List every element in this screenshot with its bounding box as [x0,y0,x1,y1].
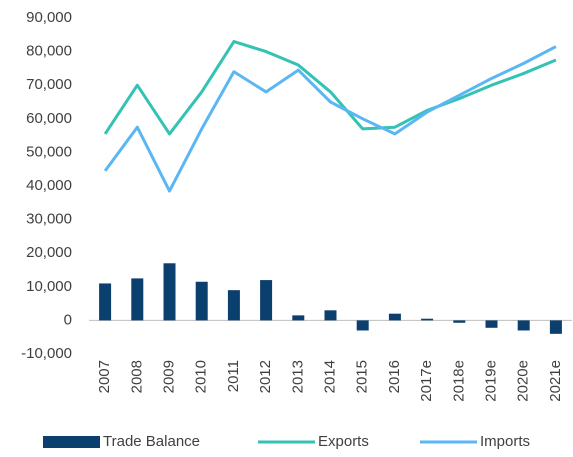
y-tick-label: 30,000 [26,211,72,228]
y-tick-label: 50,000 [26,143,72,160]
x-tick-label: 2019e [482,360,499,402]
x-tick-label: 2013 [289,360,306,393]
y-tick-label: 10,000 [26,278,72,295]
y-tick-label: 0 [64,311,72,328]
x-tick-label: 2010 [193,360,210,393]
x-tick-label: 2021e [547,360,564,402]
legend-label: Imports [480,433,530,450]
x-tick-label: 2016 [386,360,403,393]
bar [324,310,337,321]
bar [517,320,530,331]
x-tick-label: 2015 [354,360,371,393]
x-tick-label: 2014 [321,360,338,393]
x-tick-label: 2018e [450,360,467,402]
bar [195,281,208,321]
x-tick-label: 2007 [96,360,113,393]
bar [260,280,273,321]
bar [227,290,240,321]
legend-swatch [43,436,100,448]
y-tick-label: 40,000 [26,177,72,194]
legend-label: Trade Balance [103,433,200,450]
line [103,45,557,193]
bar [292,315,305,321]
bar [421,318,434,321]
bar [388,313,401,321]
legend-label: Exports [318,433,369,450]
bar [356,320,369,331]
bar [549,320,562,334]
bar [131,278,144,321]
y-tick-label: 20,000 [26,244,72,261]
x-tick-label: 2009 [160,360,177,393]
bar [453,320,466,323]
x-tick-label: 2017e [418,360,435,402]
y-tick-label: 70,000 [26,76,72,93]
y-tick-label: 60,000 [26,110,72,127]
x-tick-label: 2012 [257,360,274,393]
x-tick-label: 2020e [515,360,532,402]
y-tick-label: -10,000 [21,345,72,362]
y-tick-label: 80,000 [26,43,72,60]
x-tick-label: 2011 [225,360,242,392]
bar [163,263,176,321]
bar [485,320,498,328]
y-tick-label: 90,000 [26,9,72,26]
line [103,40,557,136]
x-tick-label: 2008 [128,360,145,393]
bar [99,283,112,321]
